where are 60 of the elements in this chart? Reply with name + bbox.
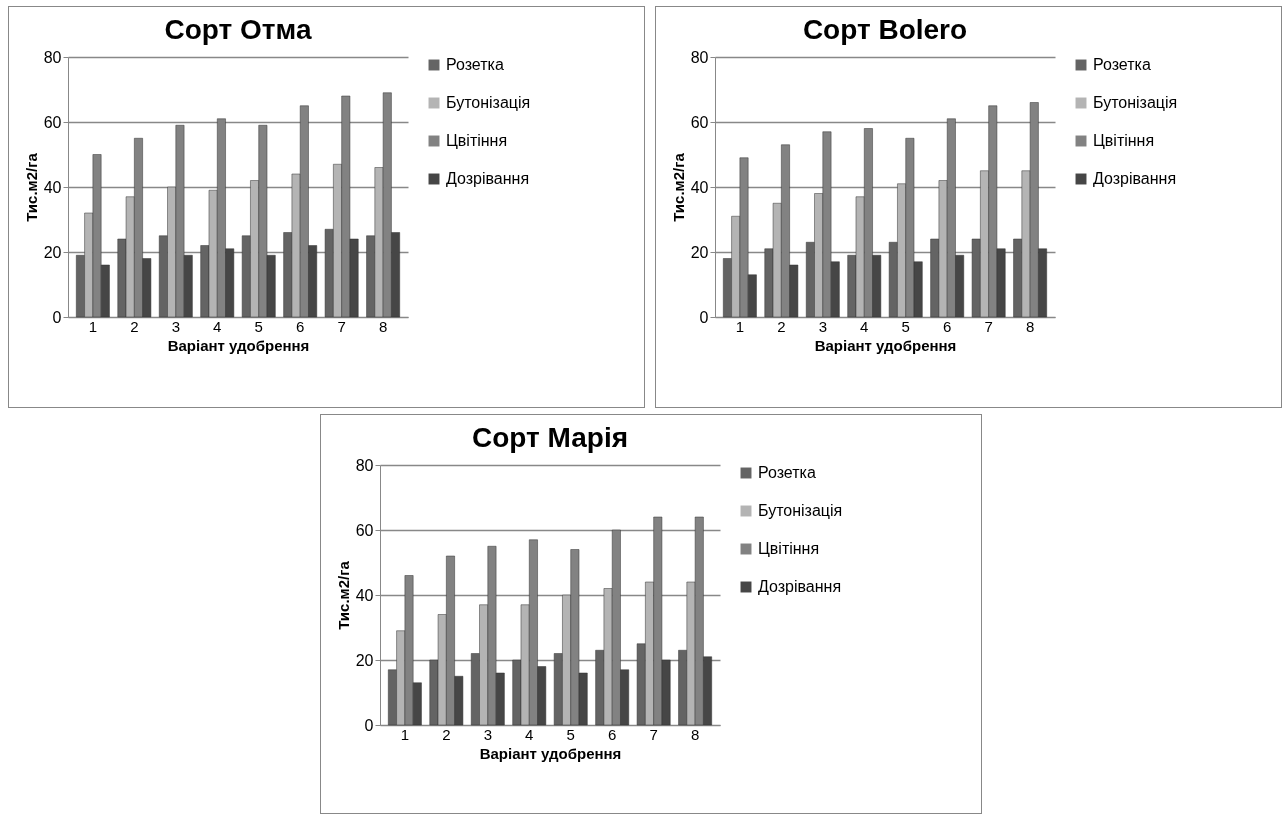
x-tick-label: 3 (818, 317, 827, 335)
x-tick-label: 3 (171, 317, 180, 335)
x-tick-label: 1 (400, 725, 410, 743)
x-axis-title: Варіант удобрення (479, 744, 622, 762)
legend-label: Дозрівання (446, 170, 530, 187)
x-tick-label: 1 (735, 317, 745, 335)
y-tick-label: 0 (699, 308, 709, 326)
y-tick-label: 20 (355, 651, 374, 669)
x-tick-label: 6 (296, 317, 305, 335)
y-tick-label: 80 (355, 456, 374, 474)
y-axis-title: Тис.м2/га (669, 152, 687, 222)
y-axis-title: Тис.м2/га (22, 152, 40, 222)
chart-title: Сорт Отма (164, 14, 312, 45)
legend-label: Бутонізація (758, 502, 843, 519)
y-axis-title: Тис.м2/га (334, 560, 352, 630)
y-tick-label: 40 (355, 586, 374, 604)
y-tick-label: 60 (43, 113, 62, 131)
x-tick-label: 7 (649, 725, 658, 743)
legend-label: Бутонізація (446, 94, 531, 111)
x-axis-title: Варіант удобрення (814, 336, 957, 354)
x-tick-label: 8 (690, 725, 700, 743)
y-tick-label: 40 (43, 178, 62, 196)
legend-label: Дозрівання (758, 578, 842, 595)
x-tick-label: 3 (483, 725, 492, 743)
legend-label: Дозрівання (1093, 170, 1177, 187)
x-tick-label: 7 (337, 317, 346, 335)
y-tick-label: 0 (364, 716, 374, 734)
y-tick-label: 20 (43, 243, 62, 261)
legend-label: Бутонізація (1093, 94, 1178, 111)
legend-label: Цвітіння (446, 132, 508, 149)
y-tick-label: 60 (355, 521, 374, 539)
y-tick-label: 60 (690, 113, 709, 131)
x-tick-label: 5 (566, 725, 575, 743)
x-tick-label: 2 (130, 317, 139, 335)
chart-title: Сорт Bolero (802, 14, 968, 45)
y-tick-label: 80 (43, 48, 62, 66)
legend-label: Цвітіння (758, 540, 820, 557)
x-tick-label: 6 (943, 317, 952, 335)
x-tick-label: 4 (213, 317, 222, 335)
legend-label: Розетка (1093, 56, 1151, 73)
y-tick-label: 80 (690, 48, 709, 66)
x-tick-label: 8 (378, 317, 388, 335)
x-tick-label: 5 (254, 317, 263, 335)
y-tick-label: 20 (690, 243, 709, 261)
x-tick-label: 2 (442, 725, 451, 743)
legend-label: Розетка (446, 56, 504, 73)
x-tick-label: 2 (777, 317, 786, 335)
legend-label: Цвітіння (1093, 132, 1155, 149)
x-tick-label: 1 (88, 317, 98, 335)
x-tick-label: 8 (1025, 317, 1035, 335)
y-tick-label: 40 (690, 178, 709, 196)
x-tick-label: 4 (525, 725, 534, 743)
chart-title: Сорт Марія (471, 422, 629, 453)
x-tick-label: 5 (901, 317, 910, 335)
y-tick-label: 0 (52, 308, 62, 326)
x-tick-label: 7 (984, 317, 993, 335)
x-tick-label: 4 (860, 317, 869, 335)
legend-label: Розетка (758, 464, 816, 481)
x-tick-label: 6 (608, 725, 617, 743)
x-axis-title: Варіант удобрення (167, 336, 310, 354)
